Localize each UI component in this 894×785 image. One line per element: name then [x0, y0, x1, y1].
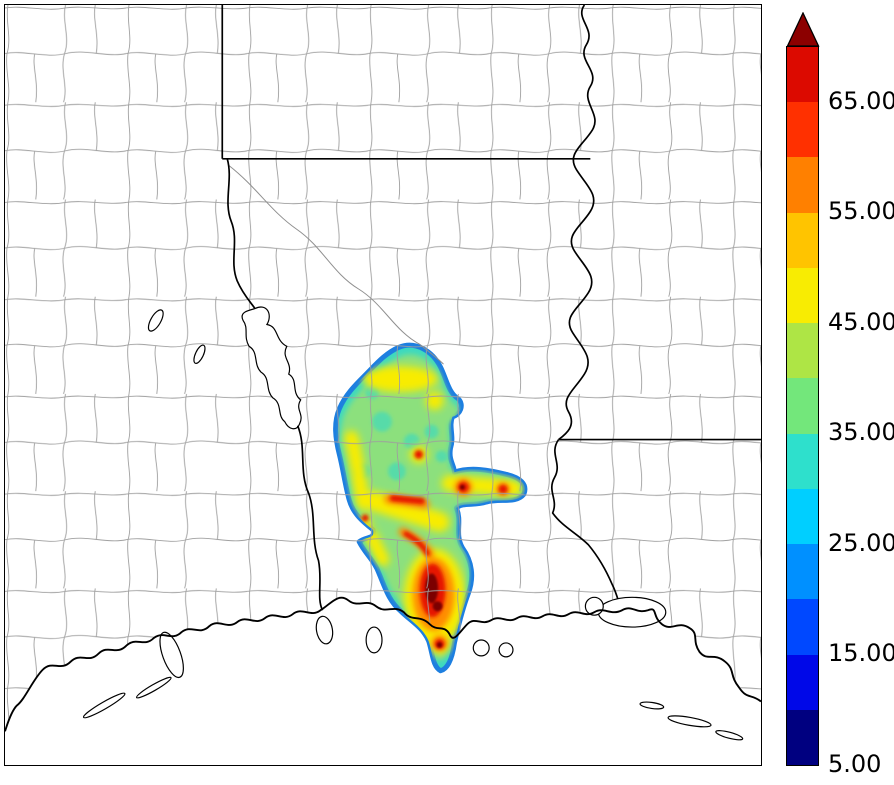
colorbar-band [787, 599, 818, 655]
lakes [147, 309, 667, 679]
colorbar-band [787, 323, 818, 379]
toledo-bend-reservoir [241, 306, 302, 430]
colorbar-band [787, 157, 818, 213]
colorbar-tick-label: 25.00 [828, 528, 894, 557]
red-river [228, 165, 444, 365]
colorbar-band [787, 102, 818, 158]
colorbar-tick-label: 5.00 [828, 749, 882, 778]
colorbar: 65.00 55.00 45.00 35.00 25.00 15.00 5.00 [786, 12, 894, 780]
colorbar-band [787, 544, 818, 600]
tx-la-border-south [296, 425, 324, 611]
colorbar-bar [786, 46, 819, 766]
rivers [228, 165, 444, 365]
colorbar-tick-label: 55.00 [828, 197, 894, 226]
colorbar-band [787, 433, 818, 489]
la-ms-south-border [550, 439, 621, 607]
colorbar-band [787, 654, 818, 710]
tx-la-border-north [226, 158, 256, 310]
colorbar-tick-label: 45.00 [828, 307, 894, 336]
colorbar-band [787, 709, 818, 766]
colorbar-band [787, 267, 818, 324]
mississippi-river-border [558, 5, 596, 441]
colorbar-over-arrow-shape [786, 12, 820, 47]
colorbar-band [787, 488, 818, 545]
barrier-islands [82, 676, 744, 741]
state-boundaries [221, 5, 761, 611]
colorbar-band [787, 47, 818, 103]
colorbar-over-arrow [786, 12, 820, 47]
colorbar-tick-label: 15.00 [828, 639, 894, 668]
map-svg [5, 5, 761, 741]
map-panel [4, 4, 762, 766]
colorbar-tick-label: 65.00 [828, 86, 894, 115]
colorbar-band [787, 212, 818, 268]
colorbar-band [787, 378, 818, 434]
colorbar-tick-label: 35.00 [828, 418, 894, 447]
